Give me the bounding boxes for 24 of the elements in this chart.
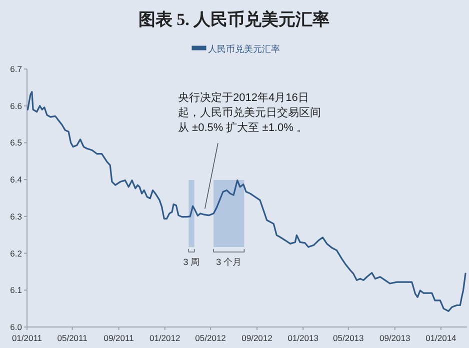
chart-title: 图表 5. 人民币兑美元汇率: [138, 10, 330, 29]
x-tick-label: 05/2012: [195, 333, 226, 343]
y-tick-label: 6.3: [10, 211, 22, 222]
y-tick-label: 6.4: [10, 174, 22, 185]
y-tick-label: 6.6: [10, 100, 22, 111]
band-label: 3 个月: [216, 257, 242, 268]
x-tick-label: 09/2013: [379, 333, 410, 343]
x-tick-label: 01/2013: [288, 333, 319, 343]
annotation: 央行决定于2012年4月16日起，人民币兑美元日交易区间从 ±0.5% 扩大至 ±1.0% 。: [178, 91, 322, 136]
x-tick-label: 01/2011: [12, 333, 42, 343]
legend: 人民币兑美元汇率: [192, 44, 280, 54]
line-series: [26, 91, 466, 312]
x-tick-label: 01/2014: [426, 333, 457, 343]
y-tick-label: 6.1: [10, 285, 22, 296]
x-tick-label: 01/2012: [149, 333, 180, 343]
x-tick-label: 05/2011: [57, 333, 88, 343]
y-tick-label: 6.7: [10, 64, 22, 74]
x-tick-label: 09/2011: [104, 333, 134, 343]
band-label: 3 周: [183, 257, 200, 268]
x-tick-label: 09/2012: [242, 333, 273, 343]
y-tick-label: 6.5: [10, 138, 22, 148]
y-tick-label: 6.0: [10, 322, 22, 332]
x-tick-label: 05/2013: [333, 333, 364, 343]
y-tick-label: 6.2: [10, 248, 22, 258]
